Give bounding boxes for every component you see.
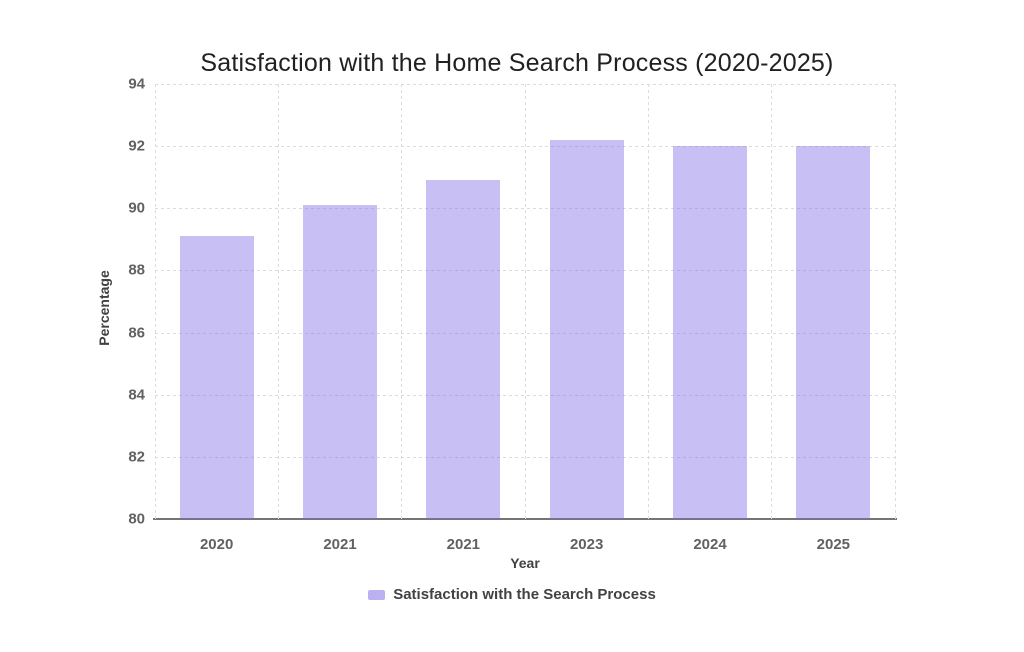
gridline-x-5 (771, 84, 773, 519)
y-tick-label-82: 82 (128, 448, 145, 466)
x-axis-title: Year (510, 555, 540, 571)
x-tick-label-3: 2023 (569, 536, 604, 553)
bar-4-2024 (673, 146, 747, 519)
x-axis-line (153, 518, 897, 520)
gridline-x-3 (524, 84, 526, 519)
gridline-x-1 (277, 84, 279, 519)
y-tick-label-92: 92 (128, 137, 145, 155)
legend: Satisfaction with the Search Process (0, 586, 1024, 603)
x-tick-label-1: 2021 (323, 536, 357, 553)
plot-area: 80 82 84 86 88 90 92 94 2020 2021 2021 2023 2024 2025 (128, 76, 897, 553)
x-tick-label-5: 2025 (816, 536, 851, 553)
chart-title: Satisfaction with the Home Search Proces… (200, 49, 834, 77)
gridline-x-0 (154, 84, 156, 519)
bar-5-2025 (796, 146, 871, 519)
y-tick-label-88: 88 (128, 261, 145, 279)
x-tick-label-4: 2024 (693, 536, 727, 553)
gridline-x-6 (894, 84, 896, 519)
bar-3-2023 (549, 139, 624, 519)
bar-2-2021 (426, 180, 501, 519)
gridline-x-4 (647, 84, 649, 519)
bar-0-2020 (179, 236, 254, 519)
bar-1-2021 (303, 205, 377, 519)
legend-label: Satisfaction with the Search Process (393, 586, 656, 603)
y-tick-label-86: 86 (128, 324, 145, 342)
y-tick-label-90: 90 (128, 199, 145, 217)
y-tick-label-84: 84 (128, 386, 145, 404)
y-tick-label-80: 80 (128, 510, 145, 528)
legend-swatch (368, 589, 386, 600)
x-tick-label-2: 2021 (446, 536, 481, 553)
y-tick-label-94: 94 (128, 75, 145, 93)
x-tick-label-0: 2020 (199, 536, 234, 553)
gridline-x-2 (401, 84, 403, 519)
